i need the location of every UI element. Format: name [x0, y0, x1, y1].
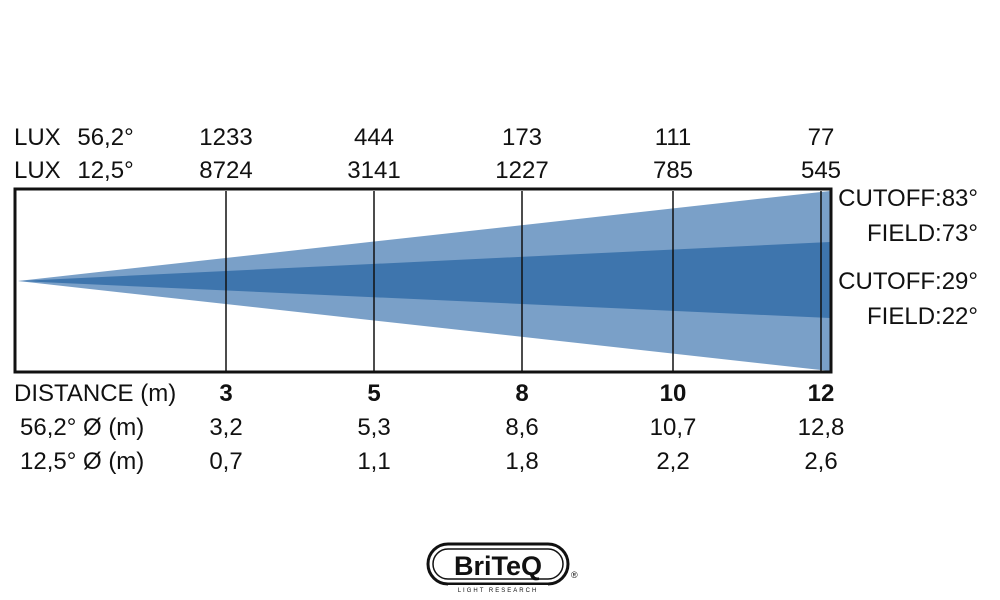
lux-value: 77 [807, 124, 835, 151]
narrow-field-label: FIELD:22° [867, 303, 978, 330]
lux-value: 8724 [199, 157, 253, 184]
wide-field-label: FIELD:73° [867, 220, 978, 247]
narrow-cutoff-label: CUTOFF:29° [838, 268, 978, 295]
diameter-value: 1,1 [357, 448, 391, 475]
diameter-value: 12,8 [797, 414, 845, 441]
lux-value: 173 [501, 124, 543, 151]
distance-value: 3 [219, 380, 233, 407]
lux-angle: 56,2° [77, 124, 134, 151]
lux-label: LUX [14, 157, 61, 184]
diameter-row-1-label: 56,2° Ø (m) [20, 414, 145, 441]
lux-value: 3141 [347, 157, 401, 184]
inner-beam-cone [18, 242, 830, 318]
diameter-value: 3,2 [209, 414, 243, 441]
distance-value: 10 [659, 380, 687, 407]
diameter-value: 2,6 [804, 448, 838, 475]
lux-label: LUX [14, 124, 61, 151]
distance-value: 8 [515, 380, 529, 407]
logo-inner-outline [432, 548, 564, 580]
diameter-value: 10,7 [649, 414, 697, 441]
diameter-row-2-label: 12,5° Ø (m) [20, 448, 145, 475]
diameter-value: 5,3 [357, 414, 391, 441]
diameter-value: 2,2 [656, 448, 690, 475]
logo-brand-text: BriTeQ [454, 551, 542, 581]
distance-value: 5 [367, 380, 381, 407]
logo-tagline: LIGHT RESEARCH [458, 588, 539, 594]
diameter-value: 8,6 [505, 414, 539, 441]
lux-value: 785 [652, 157, 694, 184]
lux-value: 1233 [199, 124, 253, 151]
diagram-frame [13, 187, 833, 374]
diameter-value: 0,7 [209, 448, 243, 475]
lux-angle: 12,5° [77, 157, 134, 184]
lux-value: 1227 [495, 157, 549, 184]
lux-value: 111 [654, 124, 692, 151]
lux-value: 444 [353, 124, 395, 151]
distance-value: 12 [807, 380, 835, 407]
lux-row-1-label: LUX 56,2° [14, 124, 134, 152]
logo-tagline-backdrop [448, 585, 548, 594]
diameter-value: 1,8 [505, 448, 539, 475]
distance-label: DISTANCE (m) [14, 380, 177, 407]
lux-value: 545 [800, 157, 842, 184]
logo-registered-mark: ® [571, 570, 578, 580]
wide-cutoff-label: CUTOFF:83° [838, 185, 978, 212]
lux-row-2-label: LUX 12,5° [14, 157, 134, 185]
